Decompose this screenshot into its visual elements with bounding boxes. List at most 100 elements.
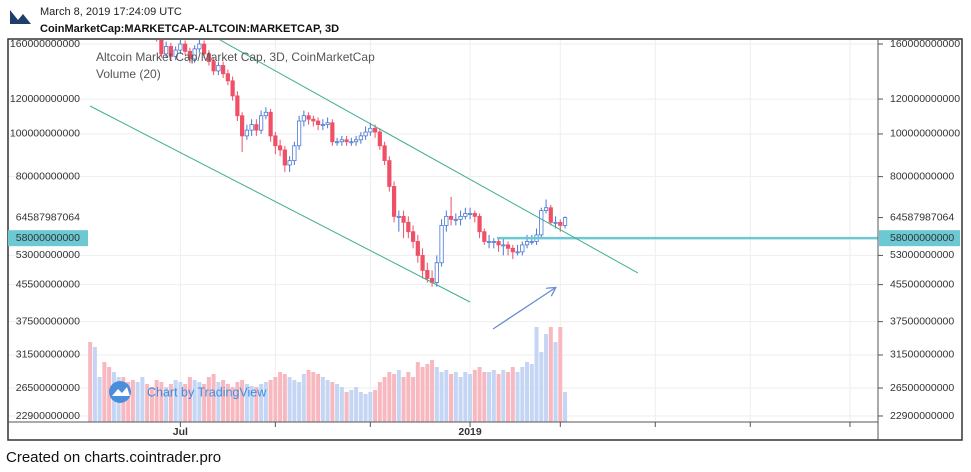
candle-body [330, 122, 335, 143]
candle-body [425, 270, 430, 279]
volume-bar [297, 382, 302, 422]
volume-bar [335, 384, 340, 422]
volume-bar [401, 377, 406, 422]
volume-bar [420, 367, 425, 422]
candle-body [520, 244, 525, 253]
volume-bar [149, 387, 154, 422]
candle-body [334, 141, 340, 144]
candle-body [406, 221, 411, 233]
candle-body [311, 118, 316, 122]
volume-bar [387, 372, 392, 422]
volume-bar [354, 387, 359, 422]
logo [10, 10, 31, 24]
level-label-box [8, 230, 88, 247]
volume-bar [525, 362, 530, 422]
volume-bar [230, 387, 235, 422]
candle-body [173, 49, 178, 57]
y-tick-label: 31500000000 [890, 349, 954, 361]
volume-bar [344, 392, 349, 422]
volume-bar [458, 377, 463, 422]
volume-bar [263, 382, 268, 422]
volume-bar [278, 372, 283, 422]
candle-body [434, 262, 439, 283]
volume-bar [496, 374, 501, 422]
candle-body [168, 46, 173, 57]
candle-body [202, 43, 207, 55]
y-tick-label: 120000000000 [890, 93, 960, 105]
candle-body [268, 111, 273, 137]
candle-body [225, 73, 230, 82]
level-label: 58000000000 [16, 232, 80, 244]
volume-bar [349, 390, 354, 422]
volume-bar [444, 370, 449, 422]
volume-bar [463, 372, 468, 422]
volume-bar [183, 384, 188, 422]
volume-bar [468, 374, 473, 422]
candle-body [297, 120, 302, 147]
level-label-box [879, 230, 960, 247]
y-tick-label: 26500000000 [890, 382, 954, 394]
candle-body [472, 213, 477, 217]
candle-body [240, 115, 245, 137]
candle-body [282, 149, 287, 166]
volume-bar [477, 367, 482, 422]
volume-bar [102, 362, 107, 422]
candle-body [444, 215, 449, 226]
y-tick-label: 160000000000 [890, 38, 960, 50]
symbol: CoinMarketCap:MARKETCAP-ALTCOIN:MARKETCA… [40, 23, 339, 35]
candle-body [539, 210, 544, 236]
volume-bar [453, 372, 458, 422]
candle-body [377, 131, 382, 147]
candle-body [453, 218, 458, 221]
volume-bar [539, 352, 544, 422]
candle-body [301, 115, 306, 122]
candle-body [259, 115, 264, 131]
candle-body [192, 48, 197, 60]
volume-bar [377, 382, 382, 422]
candle-body [501, 244, 506, 247]
candle-body [482, 231, 487, 242]
last-price-label: 64587987064 [16, 211, 80, 223]
volume-bar [159, 382, 164, 422]
volume-bar [292, 380, 297, 422]
volume-bar [225, 384, 230, 422]
candle-body [562, 217, 568, 226]
volume-bar [173, 380, 178, 422]
volume-bar [382, 377, 387, 422]
candle-body [197, 43, 202, 50]
volume-bar [320, 377, 325, 422]
y-tick-label: 26500000000 [16, 382, 80, 394]
volume-bar [168, 384, 173, 422]
candle-body [463, 213, 468, 217]
volume-bar [529, 364, 534, 422]
candle-body [216, 65, 221, 72]
volume-bar [482, 372, 487, 422]
x-tick-label: 2019 [458, 426, 482, 438]
y-tick-label: 45500000000 [16, 278, 80, 290]
candle-body [183, 43, 188, 52]
y-tick-label: 120000000000 [10, 93, 80, 105]
watermark-logo-mark [112, 387, 130, 396]
footer: Created on charts.cointrader.pro [6, 449, 221, 466]
volume-bar [249, 386, 254, 422]
volume-bar [211, 374, 216, 422]
volume-bar [287, 377, 292, 422]
volume-bar [534, 327, 539, 422]
y-tick-label: 160000000000 [10, 38, 80, 50]
candle-body [278, 145, 283, 151]
candle-body [420, 255, 425, 271]
candle-body [410, 231, 416, 242]
volume-bar [491, 370, 496, 422]
candle-body [477, 215, 482, 233]
volume-bar [197, 382, 202, 422]
y-tick-label: 80000000000 [890, 170, 954, 182]
volume-bar [544, 334, 549, 422]
volume-bar [515, 372, 520, 422]
volume-bar [140, 377, 145, 422]
candle-body [254, 124, 259, 131]
volume-bar [510, 367, 515, 422]
candle-body [325, 122, 330, 126]
candle-body [387, 160, 392, 187]
volume-bar [192, 380, 197, 422]
